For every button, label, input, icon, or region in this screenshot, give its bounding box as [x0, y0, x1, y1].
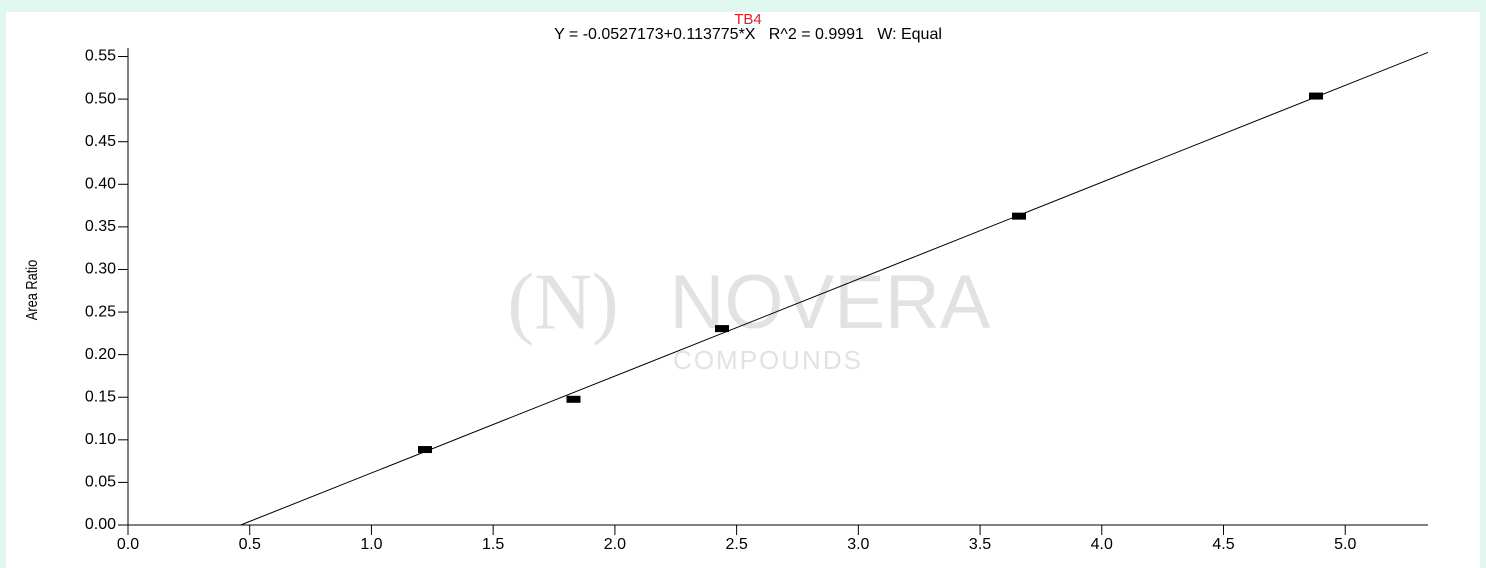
- point: [566, 395, 581, 403]
- watermark-name: NOVERA: [670, 260, 991, 345]
- y-tick-label: 0.05: [85, 474, 116, 491]
- x-tick-label: 2.0: [604, 536, 626, 553]
- chart-title: TB4: [734, 11, 762, 28]
- watermark-sub: COMPOUNDS: [673, 345, 863, 375]
- panel: [6, 12, 1480, 568]
- y-axis-label: Area Ratio: [24, 260, 42, 320]
- x-tick-label: 3.5: [969, 536, 991, 553]
- x-tick-label: 2.5: [725, 536, 747, 553]
- watermark-mark: (N): [507, 258, 618, 346]
- y-tick-label: 0.45: [85, 133, 116, 150]
- x-tick-label: 0.5: [239, 536, 261, 553]
- y-tick-label: 0.55: [85, 48, 116, 65]
- fit-line: [240, 51, 1429, 526]
- y-tick-label: 0.35: [85, 218, 116, 235]
- x-tick-label: 1.0: [360, 536, 382, 553]
- point: [418, 446, 433, 454]
- y-tick-label: 0.50: [85, 90, 116, 107]
- point: [1012, 212, 1027, 220]
- y-tick-label: 0.00: [85, 516, 116, 533]
- y-tick-label: 0.40: [85, 176, 116, 193]
- chart-subtitle: Y = -0.0527173+0.113775*X R^2 = 0.9991 W…: [554, 26, 942, 43]
- point: [715, 325, 730, 333]
- x-tick-label: 3.0: [847, 536, 869, 553]
- point: [1309, 92, 1324, 100]
- y-tick-label: 0.25: [85, 303, 116, 320]
- x-tick-label: 0.0: [117, 536, 139, 553]
- x-tick-label: 4.5: [1212, 536, 1234, 553]
- x-tick-label: 5.0: [1334, 536, 1356, 553]
- y-tick-label: 0.10: [85, 431, 116, 448]
- y-tick-label: 0.30: [85, 261, 116, 278]
- y-tick-label: 0.15: [85, 388, 116, 405]
- x-tick-label: 1.5: [482, 536, 504, 553]
- y-tick-label: 0.20: [85, 346, 116, 363]
- x-tick-label: 4.0: [1091, 536, 1113, 553]
